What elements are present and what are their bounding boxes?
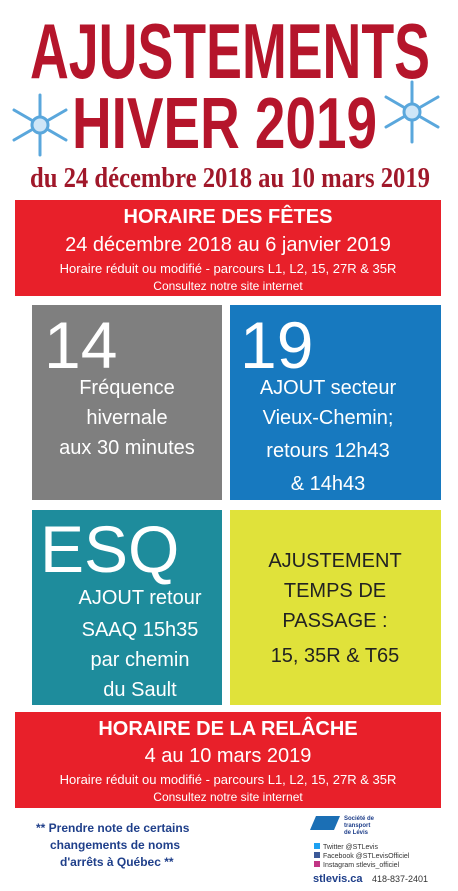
season-dates: du 24 décembre 2018 au 10 mars 2019 (30, 163, 430, 194)
box-dates: 4 au 10 mars 2019 (145, 745, 312, 767)
route-number: 19 (240, 308, 313, 382)
tile-text: aux 30 minutes (59, 437, 195, 459)
logo-mark (310, 816, 340, 830)
box-title: HORAIRE DES FÊTES (124, 204, 333, 228)
spring-break-box (15, 712, 441, 808)
box-link: Consultez notre site internet (153, 790, 303, 804)
footer-note: changements de noms (50, 838, 180, 852)
tile-text: du Sault (103, 679, 177, 701)
phone: 418-837-2401 (372, 874, 428, 884)
box-title: HORAIRE DE LA RELÂCHE (98, 716, 357, 740)
tile-text: par chemin (91, 649, 190, 671)
box-link: Consultez notre site internet (153, 279, 303, 293)
logo-text: transport (344, 823, 370, 829)
tile (32, 305, 222, 500)
snowflake-left (12, 93, 68, 157)
tile (230, 305, 441, 500)
tile-text: retours 12h43 (266, 440, 389, 462)
title: AJUSTEMENTS (30, 7, 430, 95)
tile-text: & 14h43 (291, 473, 366, 495)
box-note: Horaire réduit ou modifié - parcours L1,… (60, 772, 397, 787)
social-link: Instagram stlevis_officiel (323, 862, 400, 869)
tile-text: TEMPS DE (284, 580, 386, 602)
tile-text: AJOUT secteur (260, 377, 397, 399)
holidays-box (15, 200, 441, 296)
twitter-icon (314, 843, 320, 849)
route-number: 14 (44, 308, 117, 382)
tile-text: AJUSTEMENT (268, 550, 401, 572)
instagram-icon (314, 861, 320, 867)
tile-text: SAAQ 15h35 (82, 619, 199, 641)
logo-text: de Lévis (344, 830, 369, 836)
tile-text: AJOUT retour (79, 587, 202, 609)
logo-text: Société de (344, 816, 375, 822)
footer-note: d'arrêts à Québec ** (60, 855, 174, 869)
tile (230, 510, 441, 705)
box-note: Horaire réduit ou modifié - parcours L1,… (60, 261, 397, 276)
box-dates: 24 décembre 2018 au 6 janvier 2019 (65, 234, 391, 256)
route-number: ESQ (40, 512, 179, 586)
tile-text: Fréquence (79, 377, 175, 399)
tile-text: 15, 35R & T65 (271, 645, 400, 667)
tile-text: PASSAGE : (282, 610, 387, 632)
title: HIVER 2019 (72, 84, 377, 164)
social-link: Facebook @STLevisOfficiel (323, 853, 410, 860)
tile (32, 510, 222, 705)
tile-text: hivernale (86, 407, 167, 429)
website: stlevis.ca (313, 873, 363, 885)
tile-text: Vieux-Chemin; (263, 407, 394, 429)
social-link: Twitter @STLevis (323, 844, 378, 851)
footer-note: ** Prendre note de certains (36, 821, 190, 835)
facebook-icon (314, 852, 320, 858)
snowflake-right (384, 80, 440, 144)
